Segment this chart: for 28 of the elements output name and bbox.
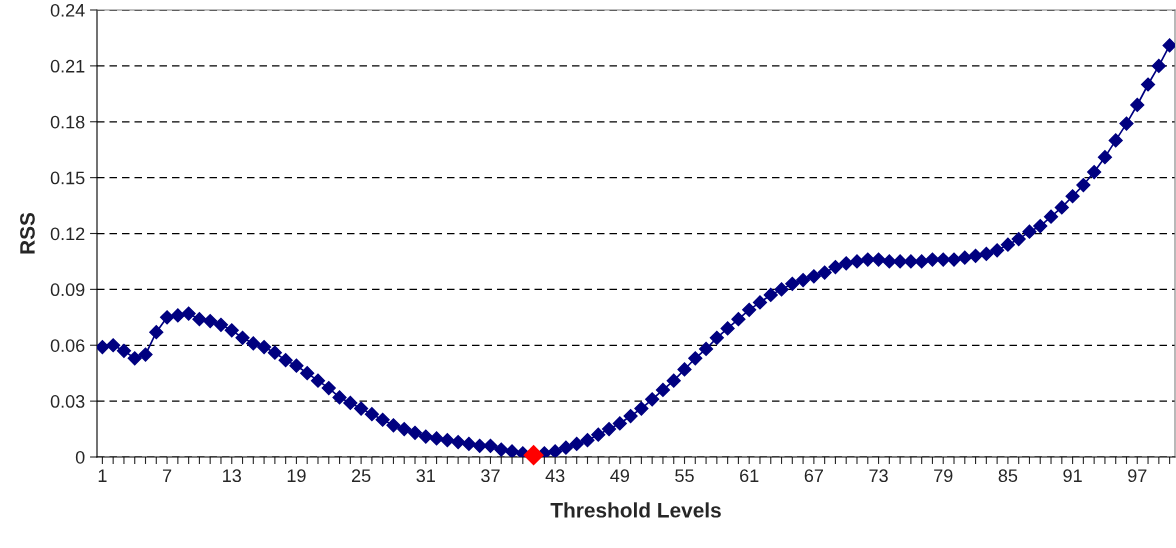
x-tick-label: 61 bbox=[740, 469, 759, 483]
x-tick-label: 31 bbox=[416, 469, 435, 483]
y-tick-label: 0.18 bbox=[50, 115, 85, 129]
x-tick-label: 55 bbox=[675, 469, 694, 483]
x-axis-title: Threshold Levels bbox=[550, 502, 721, 518]
y-tick-label: 0.06 bbox=[50, 339, 85, 352]
y-tick-label: 0.15 bbox=[50, 171, 85, 185]
x-tick-label: 97 bbox=[1128, 469, 1147, 483]
y-tick-label: 0.24 bbox=[50, 3, 85, 17]
x-tick-label: 85 bbox=[998, 469, 1018, 483]
x-tick-label: 37 bbox=[481, 469, 500, 483]
x-tick-label: 43 bbox=[545, 469, 565, 483]
x-tick-label: 79 bbox=[934, 469, 953, 483]
y-tick-label: 0.03 bbox=[50, 395, 85, 408]
y-tick-label: 0.12 bbox=[50, 227, 85, 241]
x-tick-label: 13 bbox=[223, 469, 241, 483]
x-tick-label: 19 bbox=[287, 469, 306, 483]
x-tick-label: 91 bbox=[1063, 469, 1082, 483]
x-tick-label: 1 bbox=[98, 469, 107, 482]
y-tick-label: 0.21 bbox=[50, 59, 85, 73]
x-tick-label: 25 bbox=[351, 469, 371, 483]
x-tick-label: 49 bbox=[610, 469, 630, 483]
x-tick-label: 73 bbox=[869, 469, 888, 483]
y-tick-label: 0.09 bbox=[50, 283, 85, 297]
x-tick-label: 7 bbox=[162, 469, 172, 482]
x-tick-label: 67 bbox=[804, 469, 824, 483]
y-axis-title: RSS bbox=[20, 212, 35, 254]
y-tick-label: 0 bbox=[75, 450, 85, 464]
